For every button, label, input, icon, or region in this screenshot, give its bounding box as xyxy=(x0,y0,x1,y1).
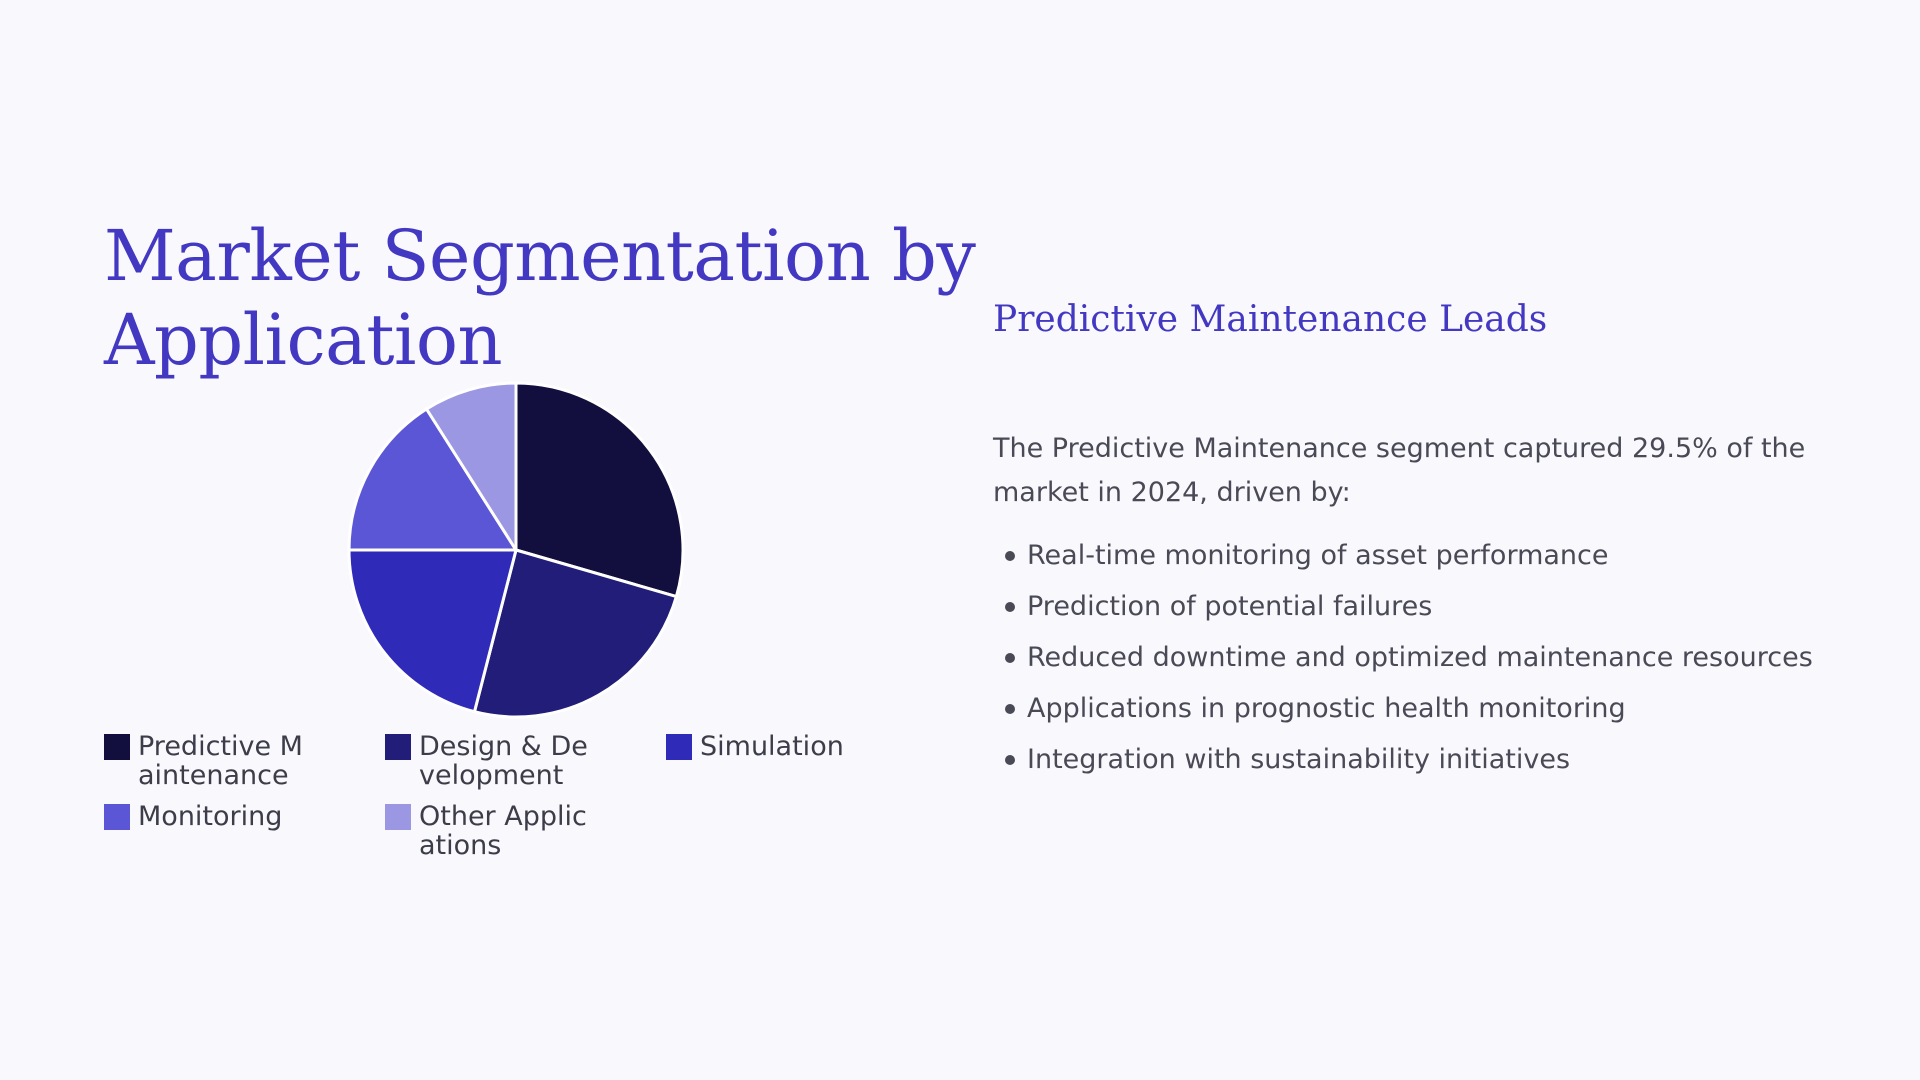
legend-label: Monitoring xyxy=(138,801,283,832)
bullet-item: Integration with sustainability initiati… xyxy=(993,734,1853,785)
pie-chart xyxy=(347,381,685,719)
legend-item: Other Applications xyxy=(385,802,666,860)
slide-title: Market Segmentation by Application xyxy=(104,215,976,381)
legend-item: Monitoring xyxy=(104,802,385,860)
intro-paragraph: The Predictive Maintenance segment captu… xyxy=(993,433,1806,508)
legend-label: Predictive Maintenance xyxy=(138,731,303,791)
chart-legend: Predictive Maintenance Design & Developme… xyxy=(104,732,844,860)
pie-slice-simulation xyxy=(347,548,518,714)
pie-slice-monitoring xyxy=(347,407,518,552)
bullet-item: Real-time monitoring of asset performanc… xyxy=(993,530,1853,581)
pie-slice-other-applications xyxy=(425,381,518,552)
legend-label: Other Applications xyxy=(419,801,587,861)
bullet-icon xyxy=(1005,601,1015,612)
pie-slice-predictive-maintenance xyxy=(514,381,685,599)
legend-item: Simulation xyxy=(666,732,844,790)
bullet-text: Reduced downtime and optimized maintenan… xyxy=(1027,642,1813,673)
bullet-item: Prediction of potential failures xyxy=(993,581,1853,632)
legend-swatch xyxy=(385,804,411,830)
bullet-text: Integration with sustainability initiati… xyxy=(1027,744,1571,775)
legend-item: Predictive Maintenance xyxy=(104,732,385,790)
bullet-icon xyxy=(1005,754,1015,765)
pie-slice-design-development xyxy=(472,548,678,719)
legend-item: Design & Development xyxy=(385,732,666,790)
legend-swatch xyxy=(666,734,692,760)
bullet-list: Real-time monitoring of asset performanc… xyxy=(993,530,1853,785)
bullet-icon xyxy=(1005,652,1015,663)
bullet-text: Applications in prognostic health monito… xyxy=(1027,693,1626,724)
bullet-item: Applications in prognostic health monito… xyxy=(993,683,1853,734)
bullet-item: Reduced downtime and optimized maintenan… xyxy=(993,632,1853,683)
bullet-text: Real-time monitoring of asset performanc… xyxy=(1027,540,1609,571)
legend-swatch xyxy=(104,734,130,760)
bullet-text: Prediction of potential failures xyxy=(1027,591,1433,622)
bullet-icon xyxy=(1005,550,1015,561)
legend-label: Simulation xyxy=(700,731,844,762)
section-subtitle: Predictive Maintenance Leads xyxy=(993,299,1548,340)
legend-swatch xyxy=(385,734,411,760)
bullet-icon xyxy=(1005,703,1015,714)
legend-swatch xyxy=(104,804,130,830)
legend-label: Design & Development xyxy=(419,731,588,791)
